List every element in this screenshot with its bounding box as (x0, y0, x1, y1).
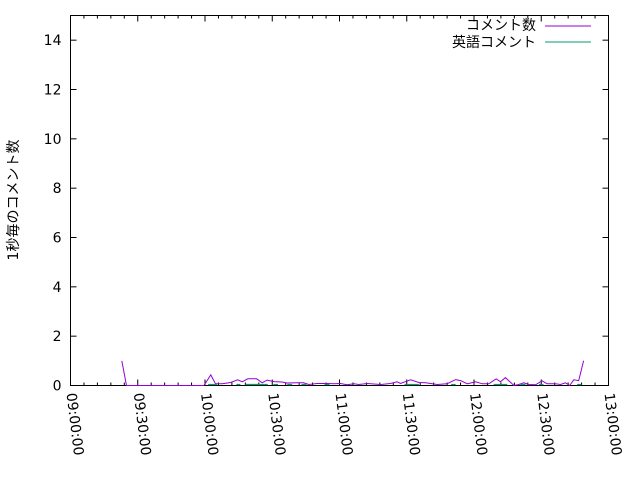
x-tick-label: 10:00:00 (197, 392, 221, 456)
x-tick-label: 11:30:00 (399, 392, 423, 456)
series-layer (121, 360, 585, 387)
y-tick-label: 2 (53, 329, 62, 345)
legend: コメント数 英語コメント (452, 18, 591, 51)
x-tick-label: 09:30:00 (130, 392, 154, 456)
x-tick-label: 10:30:00 (264, 392, 288, 456)
y-tick-label: 8 (53, 181, 62, 197)
plot-frame (70, 15, 609, 386)
series-line-comments (121, 360, 585, 387)
x-tick-label: 12:30:00 (533, 392, 557, 456)
x-axis: 09:00:00 09:30:00 10:00:00 10:30:00 11:00:00… (63, 15, 625, 456)
x-tick-label: 13:00:00 (601, 392, 625, 456)
y-axis: 0 2 4 6 8 10 12 14 (44, 33, 609, 395)
legend-label-1: 英語コメント (452, 34, 536, 51)
y-tick-label: 10 (44, 132, 62, 148)
y-tick-label: 4 (53, 280, 62, 296)
y-tick-label: 0 (53, 379, 62, 395)
x-tick-label: 09:00:00 (63, 392, 87, 456)
legend-label-0: コメント数 (466, 18, 536, 34)
y-tick-label: 14 (44, 33, 62, 49)
x-tick-label: 11:00:00 (332, 392, 356, 456)
x-tick-label: 12:00:00 (466, 392, 490, 456)
y-tick-label: 6 (53, 231, 62, 247)
y-axis-label: 1秒毎のコメント数 (6, 140, 22, 261)
y-tick-label: 12 (44, 83, 62, 99)
